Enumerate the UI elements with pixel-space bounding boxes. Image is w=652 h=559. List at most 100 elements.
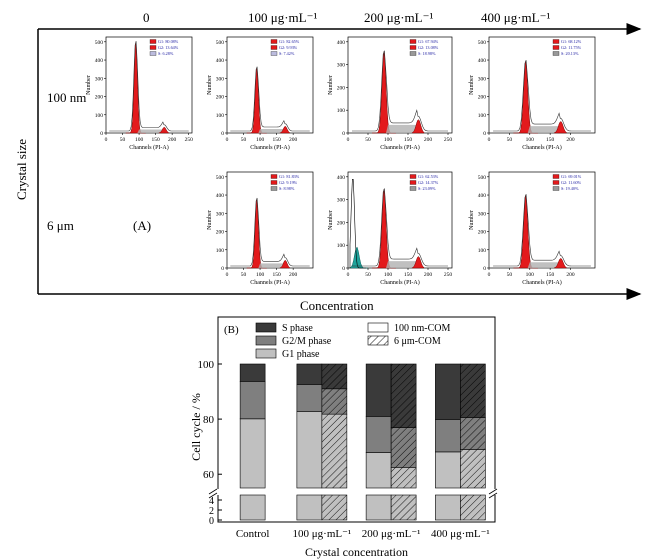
legend-swatch [149,39,157,44]
x-tick-label: 50 [241,272,247,278]
y-tick-label: 60 [203,469,215,481]
y-tick-label: 100 [478,113,487,119]
legend-swatch [255,348,277,359]
x-tick-label: 150 [546,272,555,278]
x-tick-label: 50 [365,137,371,143]
x-axis-label: Channels (PI-A) [380,279,420,286]
legend-swatch [409,39,417,44]
legend-entry: G2: 9.93% [279,45,298,50]
y-axis-label: Number [328,75,334,95]
x-tick-label: 0 [226,137,229,143]
x-tick-label: 100 [256,272,265,278]
row-label-6um: 6 μm [47,218,74,233]
y-tick-label: 4 [209,496,214,507]
x-axis-label: Channels (PI-A) [522,279,562,286]
legend-swatch [149,51,157,56]
y-tick-label: 200 [337,220,346,226]
column-label-400: 400 μg·mL⁻¹ [481,10,551,25]
x-tick-label: 0 [347,137,350,143]
bar-hatch [460,495,486,520]
cell-cycle-bar-chart: (B) S phase G2/M phase G1 phase 100 nm-COM 6 … [190,316,503,559]
bar-g1-segment-lower [435,494,461,521]
bar-g1-segment-lower [365,494,392,521]
bar-hatch [460,449,486,488]
y-tick-label: 80 [203,414,215,426]
legend-label: S phase [282,323,313,334]
legend-swatch [270,174,278,179]
y-tick-label: 400 [337,175,346,181]
x-tick-label: 200 [566,272,575,278]
histogram-100nm-200: 0 100 200 300 400 0 50 100 150 200 250 Channels (PI… [328,36,453,151]
x-tick-label: 0 [347,272,350,278]
histogram-outline [230,66,310,132]
x-axis-label: Channels (PI-A) [250,144,290,151]
histogram-6um-400: 0 100 200 300 400 500 0 50 100 150 200 Channels (PI… [469,171,596,286]
legend-entry: G1: 81.83% [279,174,300,179]
legend-label: 6 μm-COM [394,336,441,347]
s-phase-band [258,128,287,133]
x-tick-label: 250 [444,272,453,278]
bar-g2m-segment [365,416,392,453]
legend-entry: S: 8.98% [279,186,295,191]
bar-g2m-segment [296,384,323,412]
legend-swatch [255,335,277,346]
bar-s-segment [239,363,266,382]
axis-break-mark [208,488,218,495]
histogram-outline [352,188,448,267]
legend-entry: G1: 80.08% [158,39,179,44]
bar-g1-segment [435,451,461,489]
legend-entry: G1: 69.01% [561,174,582,179]
x-tick-label: 0 [488,137,491,143]
g2-peak [158,126,170,134]
legend-entry: S: 19.40% [561,186,579,191]
legend-swatch [270,45,278,50]
s-phase-band [386,261,420,268]
histogram-outline [352,50,448,132]
y-tick-label: 300 [478,76,487,82]
bar-hatch [321,388,347,415]
x-axis-label: Channels (PI-A) [380,144,420,151]
y-axis-label: Number [469,75,475,95]
plot-frame [226,171,314,269]
x-tick-label: 250 [185,137,194,143]
legend-swatch [409,51,417,56]
y-tick-label: 500 [216,40,225,46]
y-axis-label: Number [207,75,213,95]
legend-entry: G2: 9.19% [279,180,298,185]
x-tick-label: 100 [135,137,144,143]
s-phase-band [258,263,287,268]
x-axis-title: Concentration [300,298,374,313]
y-tick-label: 400 [478,193,487,199]
histogram-outline [109,41,189,132]
y-tick-label: 200 [216,95,225,101]
histogram-6um-200: 0 100 200 300 400 0 50 100 150 200 250 Channels (PI… [328,171,453,286]
legend-swatch [255,322,277,333]
legend-swatch [270,180,278,185]
y-tick-label: 400 [95,58,104,64]
y-tick-label: 2 [209,506,214,517]
row-label-100nm: 100 nm [47,90,87,105]
legend-label: 100 nm-COM [394,323,451,334]
y-tick-label: 200 [478,230,487,236]
plot-frame [226,36,314,134]
y-tick-label: 500 [216,175,225,181]
s-phase-band [527,262,563,268]
x-tick-label: 250 [444,137,453,143]
x-tick-label: 100 [384,137,393,143]
x-tick-label: 200 [289,272,298,278]
x-tick-label: 0 [488,272,491,278]
x-tick-label: 150 [404,272,413,278]
s-phase-band [386,124,420,133]
y-tick-label: 300 [478,211,487,217]
column-label-0: 0 [143,10,150,25]
bar-s-segment [435,363,461,420]
y-tick-label: 300 [216,211,225,217]
bar-hatch [391,495,417,520]
histogram-outline [493,59,591,132]
y-tick-label: 200 [337,85,346,91]
y-tick-label: 100 [337,108,346,114]
legend-swatch [270,51,278,56]
y-tick-label: 400 [337,40,346,46]
y-tick-label: 0 [100,131,103,137]
